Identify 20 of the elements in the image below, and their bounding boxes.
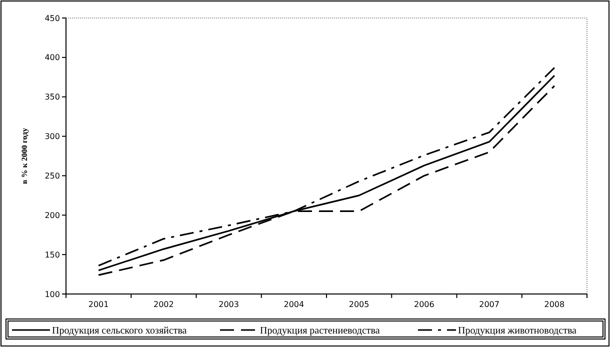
y-tick-label: 100 <box>44 290 60 299</box>
y-tick-label: 150 <box>44 250 60 260</box>
legend-label: Продукция растениеводства <box>260 326 380 336</box>
x-tick-label: 2007 <box>479 300 500 309</box>
x-tick-label: 2003 <box>218 300 239 309</box>
y-tick-label: 400 <box>44 53 60 62</box>
x-tick-label: 2001 <box>88 300 109 309</box>
y-tick-label: 300 <box>44 132 60 142</box>
x-tick-label: 2006 <box>414 300 434 309</box>
x-tick-label: 2005 <box>348 300 370 309</box>
x-tick-label: 2002 <box>154 300 174 309</box>
y-tick-label: 200 <box>44 210 60 220</box>
y-axis-title: в % к 2000 году <box>20 128 29 184</box>
legend-label: Продукция животноводства <box>458 326 578 336</box>
legend-label: Продукция сельского хозяйства <box>52 326 188 336</box>
y-tick-label: 250 <box>44 172 60 181</box>
x-tick-label: 2008 <box>544 300 565 309</box>
y-tick-label: 450 <box>44 14 60 23</box>
y-tick-label: 350 <box>44 92 60 102</box>
x-tick-label: 2004 <box>284 300 304 309</box>
